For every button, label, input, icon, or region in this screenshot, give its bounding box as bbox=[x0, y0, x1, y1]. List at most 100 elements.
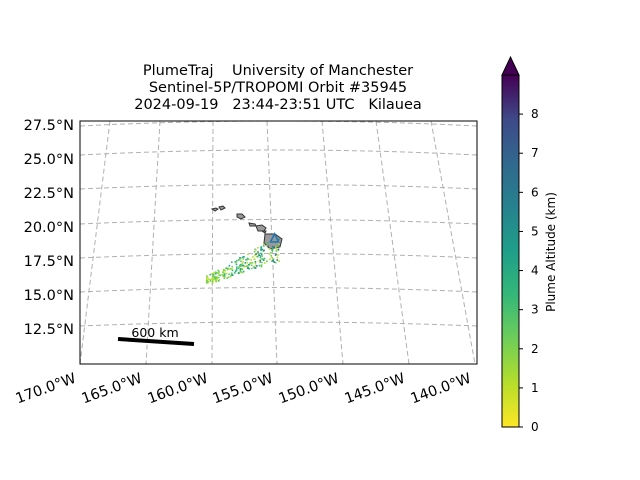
plume-point bbox=[257, 246, 259, 249]
plume-point bbox=[230, 268, 232, 270]
plume-point bbox=[223, 275, 226, 277]
plume-point bbox=[216, 279, 218, 281]
plume-point bbox=[256, 265, 258, 267]
plume-point bbox=[214, 277, 216, 280]
plume-point bbox=[261, 248, 263, 251]
plume-point bbox=[271, 249, 273, 251]
latitude-labels: 27.5°N 25.0°N 22.5°N 20.0°N 17.5°N 15.0°… bbox=[24, 118, 74, 338]
longitude-labels: 170.0°W 165.0°W 160.0°W 155.0°W 150.0°W … bbox=[14, 371, 474, 408]
plume-point bbox=[215, 273, 217, 275]
plume-point bbox=[260, 264, 263, 266]
lon-label: 165.0°W bbox=[80, 371, 145, 408]
plume-point bbox=[231, 261, 233, 263]
plume-point bbox=[276, 259, 279, 261]
plume-point bbox=[260, 252, 262, 255]
plume-point bbox=[260, 265, 263, 268]
plume-point bbox=[245, 259, 247, 261]
lat-label: 17.5°N bbox=[24, 254, 74, 270]
plume-point bbox=[274, 254, 277, 256]
plume-point bbox=[275, 250, 278, 252]
plume-point bbox=[270, 256, 273, 259]
plume-point bbox=[215, 277, 218, 279]
plume-point bbox=[273, 246, 275, 248]
colorbar-tick-label: 0 bbox=[531, 420, 539, 434]
plume-point bbox=[213, 272, 215, 274]
plume-point bbox=[212, 276, 215, 279]
plume-point bbox=[235, 261, 237, 264]
lat-label: 22.5°N bbox=[24, 186, 74, 202]
plume-point bbox=[266, 245, 268, 247]
plume-point bbox=[239, 268, 242, 270]
plume-point bbox=[235, 269, 238, 271]
plume-point bbox=[253, 267, 256, 269]
plume-point bbox=[275, 248, 278, 251]
plume-point bbox=[252, 256, 254, 258]
scale-bar bbox=[117, 337, 195, 346]
plume-point bbox=[206, 278, 208, 280]
plume-point bbox=[234, 270, 237, 273]
plume-point bbox=[216, 276, 219, 278]
lon-label: 170.0°W bbox=[14, 371, 79, 408]
plume-point bbox=[225, 267, 227, 269]
plume-point bbox=[255, 264, 257, 267]
colorbar-tick-label: 3 bbox=[531, 303, 539, 317]
plume-point bbox=[228, 273, 230, 275]
plume-point bbox=[212, 275, 215, 277]
plume-point bbox=[218, 279, 221, 281]
plume-point bbox=[257, 251, 259, 253]
plume-point bbox=[228, 264, 231, 267]
plume-point bbox=[225, 272, 228, 275]
plume-point bbox=[245, 265, 248, 267]
plume-point bbox=[244, 266, 246, 268]
plume-point bbox=[213, 276, 216, 278]
plume-point bbox=[207, 278, 210, 280]
plume-point bbox=[254, 261, 257, 263]
plume-point bbox=[259, 261, 261, 263]
lon-label: 140.0°W bbox=[409, 371, 474, 408]
plume-point bbox=[211, 272, 214, 275]
plume-point bbox=[242, 264, 245, 267]
plume-point bbox=[251, 267, 253, 270]
plume-point bbox=[227, 276, 230, 279]
plume-point bbox=[278, 260, 280, 262]
plume-point bbox=[259, 256, 262, 259]
plume-point bbox=[242, 261, 244, 263]
plume-point bbox=[253, 251, 256, 253]
title-line-3: 2024-09-19 23:44-23:51 UTC Kilauea bbox=[134, 97, 422, 113]
plume-point bbox=[250, 262, 252, 264]
map-panel: 600 km bbox=[79, 120, 478, 365]
plume-point bbox=[241, 262, 243, 265]
plume-point bbox=[206, 276, 209, 279]
plume-point bbox=[258, 264, 261, 267]
lat-label: 15.0°N bbox=[24, 288, 74, 304]
lat-label: 25.0°N bbox=[24, 152, 74, 168]
plume-point bbox=[247, 258, 250, 260]
plume-point bbox=[277, 243, 280, 246]
plume-point bbox=[222, 271, 224, 274]
plume-point bbox=[261, 261, 263, 264]
lon-label: 155.0°W bbox=[211, 371, 276, 408]
plume-point bbox=[269, 258, 271, 260]
plume-point bbox=[272, 259, 274, 262]
scale-bar-label: 600 km bbox=[131, 325, 178, 340]
plume-point bbox=[240, 260, 242, 263]
plume-point bbox=[227, 267, 229, 269]
plume-point bbox=[272, 258, 275, 260]
plume-point bbox=[250, 259, 252, 261]
plume-point bbox=[239, 257, 242, 259]
plume-point bbox=[207, 280, 210, 282]
plume-point bbox=[263, 243, 265, 245]
plume-point bbox=[266, 260, 268, 263]
lon-label: 145.0°W bbox=[343, 371, 408, 408]
plume-point bbox=[229, 275, 232, 278]
plume-point bbox=[271, 260, 273, 262]
plume-point bbox=[277, 249, 280, 252]
plume-point bbox=[226, 277, 228, 279]
plume-point bbox=[263, 257, 266, 260]
title-line-2: Sentinel-5P/TROPOMI Orbit #35945 bbox=[149, 80, 407, 96]
plume-point bbox=[247, 253, 249, 256]
lat-label: 27.5°N bbox=[24, 118, 74, 134]
plume-point bbox=[242, 258, 245, 260]
lon-label: 150.0°W bbox=[277, 371, 342, 408]
